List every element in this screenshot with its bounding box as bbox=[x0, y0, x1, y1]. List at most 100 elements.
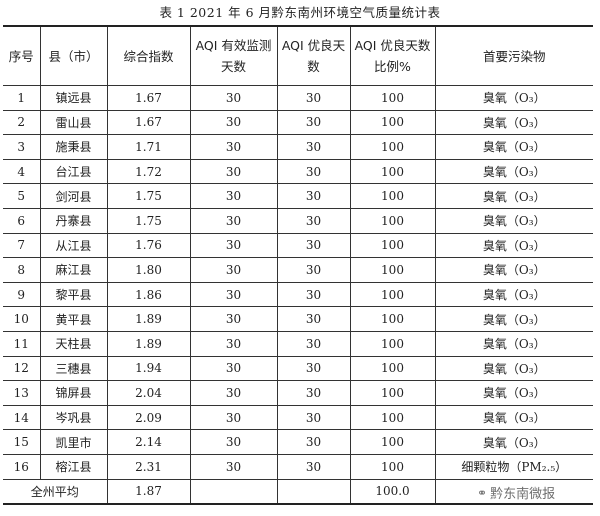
cell-composite-index: 2.04 bbox=[106, 380, 191, 406]
cell-good-days: 30 bbox=[276, 109, 351, 136]
cell-county: 镇远县 bbox=[39, 85, 108, 111]
table-row: 13 锦屏县 2.04 30 30 100 臭氧（O₃） bbox=[3, 380, 593, 406]
cell-county: 黎平县 bbox=[39, 281, 108, 308]
cell-composite-index: 1.67 bbox=[106, 85, 191, 111]
cell-primary-pollutant: 臭氧（O₃） bbox=[434, 257, 593, 283]
cell-index: 13 bbox=[3, 380, 41, 406]
cell-county: 天柱县 bbox=[39, 330, 108, 357]
cell-good-days: 30 bbox=[276, 306, 351, 332]
cell-good-days: 30 bbox=[276, 257, 351, 283]
table-row: 5 剑河县 1.75 30 30 100 臭氧（O₃） bbox=[3, 183, 593, 209]
cell-good-days: 30 bbox=[276, 158, 351, 185]
cell-index: 6 bbox=[3, 207, 41, 234]
cell-good-ratio: 100 bbox=[349, 85, 436, 111]
table-row: 15 凯里市 2.14 30 30 100 臭氧（O₃） bbox=[3, 429, 593, 455]
header-col-good-ratio: AQI 优良天数比例% bbox=[349, 25, 436, 86]
watermark: ⚭ 黔东南微报 bbox=[477, 483, 555, 503]
average-ratio: 100.0 bbox=[349, 478, 436, 505]
cell-good-days: 30 bbox=[276, 330, 351, 357]
cell-good-ratio: 100 bbox=[349, 109, 436, 136]
cell-composite-index: 1.89 bbox=[106, 306, 191, 332]
cell-valid-days: 30 bbox=[189, 380, 278, 406]
cell-index: 1 bbox=[3, 85, 41, 111]
cell-county: 从江县 bbox=[39, 232, 108, 259]
table-row: 4 台江县 1.72 30 30 100 臭氧（O₃） bbox=[3, 158, 593, 185]
cell-primary-pollutant: 臭氧（O₃） bbox=[434, 306, 593, 332]
cell-good-ratio: 100 bbox=[349, 232, 436, 259]
cell-county: 施秉县 bbox=[39, 134, 108, 160]
table-row: 2 雷山县 1.67 30 30 100 臭氧（O₃） bbox=[3, 109, 593, 136]
cell-index: 15 bbox=[3, 429, 41, 455]
average-index: 1.87 bbox=[106, 478, 191, 505]
cell-valid-days: 30 bbox=[189, 85, 278, 111]
cell-valid-days: 30 bbox=[189, 207, 278, 234]
table-row: 1 镇远县 1.67 30 30 100 臭氧（O₃） bbox=[3, 85, 593, 111]
cell-primary-pollutant: 臭氧（O₃） bbox=[434, 355, 593, 382]
cell-composite-index: 1.75 bbox=[106, 207, 191, 234]
cell-composite-index: 2.31 bbox=[106, 453, 191, 480]
table-row: 7 从江县 1.76 30 30 100 臭氧（O₃） bbox=[3, 232, 593, 259]
cell-valid-days: 30 bbox=[189, 232, 278, 259]
cell-county: 麻江县 bbox=[39, 257, 108, 283]
cell-good-days: 30 bbox=[276, 85, 351, 111]
cell-valid-days: 30 bbox=[189, 330, 278, 357]
cell-good-ratio: 100 bbox=[349, 281, 436, 308]
cell-county: 三穗县 bbox=[39, 355, 108, 382]
cell-county: 黄平县 bbox=[39, 306, 108, 332]
cell-valid-days: 30 bbox=[189, 257, 278, 283]
table-row: 9 黎平县 1.86 30 30 100 臭氧（O₃） bbox=[3, 281, 593, 308]
cell-good-days: 30 bbox=[276, 355, 351, 382]
cell-good-days: 30 bbox=[276, 404, 351, 431]
table-row: 10 黄平县 1.89 30 30 100 臭氧（O₃） bbox=[3, 306, 593, 332]
cell-valid-days: 30 bbox=[189, 158, 278, 185]
cell-index: 14 bbox=[3, 404, 41, 431]
cell-index: 12 bbox=[3, 355, 41, 382]
cell-good-ratio: 100 bbox=[349, 330, 436, 357]
cell-primary-pollutant: 臭氧（O₃） bbox=[434, 109, 593, 136]
cell-good-ratio: 100 bbox=[349, 306, 436, 332]
cell-composite-index: 1.80 bbox=[106, 257, 191, 283]
table-row: 3 施秉县 1.71 30 30 100 臭氧（O₃） bbox=[3, 134, 593, 160]
cell-good-days: 30 bbox=[276, 183, 351, 209]
cell-good-ratio: 100 bbox=[349, 158, 436, 185]
cell-composite-index: 1.86 bbox=[106, 281, 191, 308]
cell-good-ratio: 100 bbox=[349, 183, 436, 209]
cell-valid-days: 30 bbox=[189, 453, 278, 480]
cell-good-ratio: 100 bbox=[349, 257, 436, 283]
cell-index: 9 bbox=[3, 281, 41, 308]
header-row: 序号 县（市） 综合指数 AQI 有效监测天数 AQI 优良天数 AQI 优良天数比例% 首… bbox=[3, 25, 593, 86]
cell-index: 7 bbox=[3, 232, 41, 259]
cell-composite-index: 1.94 bbox=[106, 355, 191, 382]
cell-primary-pollutant: 臭氧（O₃） bbox=[434, 281, 593, 308]
cell-good-days: 30 bbox=[276, 232, 351, 259]
cell-index: 10 bbox=[3, 306, 41, 332]
table-row: 14 岑巩县 2.09 30 30 100 臭氧（O₃） bbox=[3, 404, 593, 431]
table-title: 表 1 2021 年 6 月黔东南州环境空气质量统计表 bbox=[159, 5, 441, 20]
air-quality-table: 序号 县（市） 综合指数 AQI 有效监测天数 AQI 优良天数 AQI 优良天数比例% 首… bbox=[3, 25, 593, 506]
table-row: 6 丹寨县 1.75 30 30 100 臭氧（O₃） bbox=[3, 207, 593, 234]
cell-primary-pollutant: 臭氧（O₃） bbox=[434, 429, 593, 455]
cell-primary-pollutant: 臭氧（O₃） bbox=[434, 380, 593, 406]
cell-composite-index: 1.89 bbox=[106, 330, 191, 357]
cell-primary-pollutant: 臭氧（O₃） bbox=[434, 85, 593, 111]
header-col-primary-pollutant: 首要污染物 bbox=[434, 25, 593, 86]
cell-county: 岑巩县 bbox=[39, 404, 108, 431]
cell-valid-days: 30 bbox=[189, 109, 278, 136]
cell-good-ratio: 100 bbox=[349, 429, 436, 455]
cell-valid-days: 30 bbox=[189, 404, 278, 431]
cell-good-ratio: 100 bbox=[349, 134, 436, 160]
cell-primary-pollutant: 臭氧（O₃） bbox=[434, 232, 593, 259]
cell-county: 雷山县 bbox=[39, 109, 108, 136]
cell-valid-days: 30 bbox=[189, 355, 278, 382]
cell-primary-pollutant: 臭氧（O₃） bbox=[434, 404, 593, 431]
cell-index: 5 bbox=[3, 183, 41, 209]
cell-primary-pollutant: 臭氧（O₃） bbox=[434, 183, 593, 209]
cell-valid-days: 30 bbox=[189, 306, 278, 332]
cell-primary-pollutant: 细颗粒物（PM₂.₅） bbox=[434, 453, 593, 480]
table-row: 16 榕江县 2.31 30 30 100 细颗粒物（PM₂.₅） bbox=[3, 453, 593, 480]
cell-index: 11 bbox=[3, 330, 41, 357]
wechat-icon: ⚭ bbox=[477, 485, 488, 500]
header-col-index: 序号 bbox=[3, 25, 41, 86]
cell-composite-index: 2.09 bbox=[106, 404, 191, 431]
cell-good-days: 30 bbox=[276, 281, 351, 308]
